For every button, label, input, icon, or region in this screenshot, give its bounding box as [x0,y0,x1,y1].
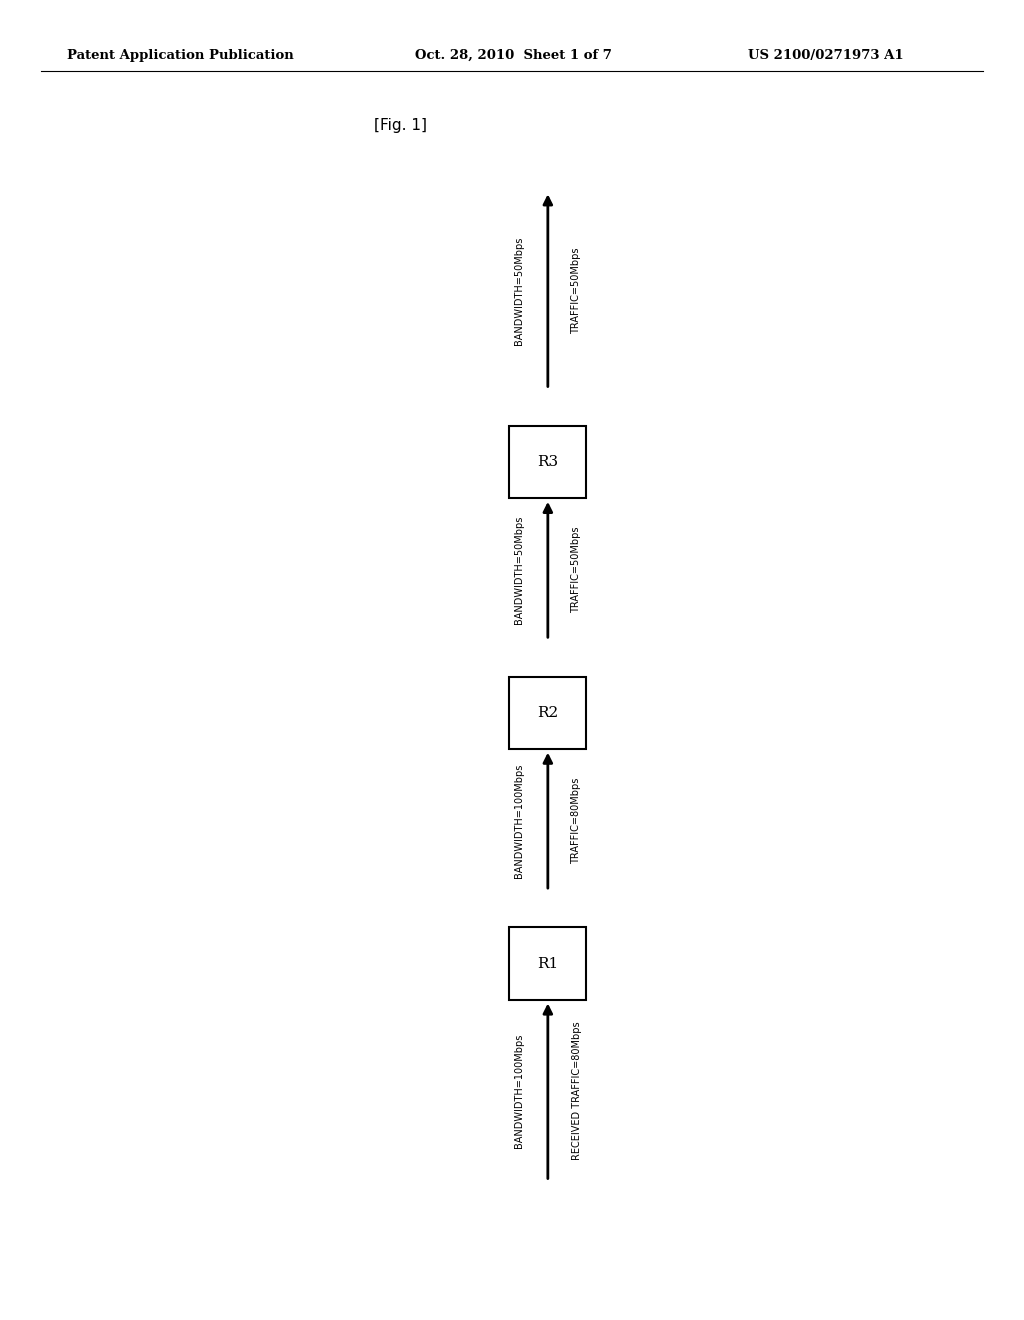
Bar [510,927,586,1001]
Text: US 2100/0271973 A1: US 2100/0271973 A1 [748,49,903,62]
Text: TRAFFIC=50Mbps: TRAFFIC=50Mbps [571,247,582,334]
Text: R2: R2 [538,706,558,719]
Text: BANDWIDTH=50Mbps: BANDWIDTH=50Mbps [514,236,524,345]
Text: RECEIVED TRAFFIC=80Mbps: RECEIVED TRAFFIC=80Mbps [571,1022,582,1160]
Text: TRAFFIC=50Mbps: TRAFFIC=50Mbps [571,527,582,612]
Text: R3: R3 [538,455,558,469]
Text: R1: R1 [538,957,558,970]
Text: BANDWIDTH=50Mbps: BANDWIDTH=50Mbps [514,515,524,624]
Bar [510,676,586,750]
Text: BANDWIDTH=100Mbps: BANDWIDTH=100Mbps [514,1034,524,1148]
Text: TRAFFIC=80Mbps: TRAFFIC=80Mbps [571,777,582,863]
Text: BANDWIDTH=100Mbps: BANDWIDTH=100Mbps [514,763,524,878]
Bar [510,425,586,498]
Text: Patent Application Publication: Patent Application Publication [67,49,293,62]
Text: Oct. 28, 2010  Sheet 1 of 7: Oct. 28, 2010 Sheet 1 of 7 [415,49,611,62]
Text: [Fig. 1]: [Fig. 1] [374,117,427,133]
